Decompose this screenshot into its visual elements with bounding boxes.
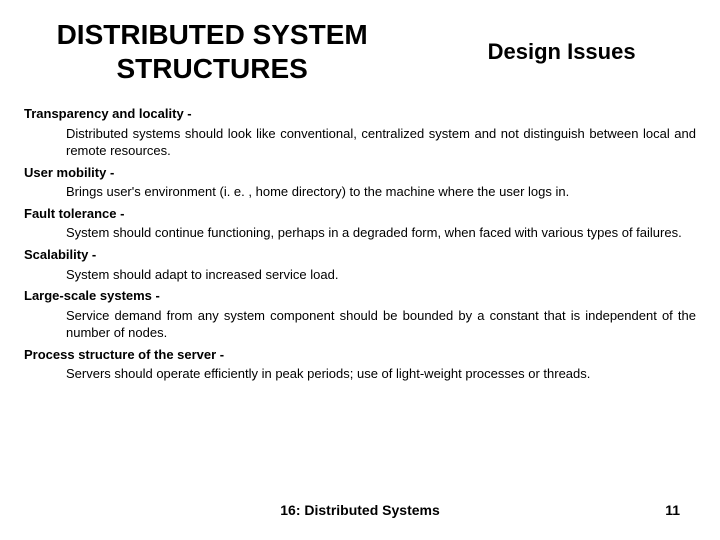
term-transparency: Transparency and locality - xyxy=(24,105,696,123)
term-large-scale: Large-scale systems - xyxy=(24,287,696,305)
desc-large-scale: Service demand from any system component… xyxy=(66,307,696,342)
footer-chapter: 16: Distributed Systems xyxy=(280,502,440,518)
footer: 16: Distributed Systems 11 xyxy=(0,502,720,518)
term-scalability: Scalability - xyxy=(24,246,696,264)
desc-process-structure: Servers should operate efficiently in pe… xyxy=(66,365,696,383)
desc-scalability: System should adapt to increased service… xyxy=(66,266,696,284)
term-process-structure: Process structure of the server - xyxy=(24,346,696,364)
subtitle: Design Issues xyxy=(427,39,696,65)
desc-fault-tolerance: System should continue functioning, perh… xyxy=(66,224,696,242)
term-fault-tolerance: Fault tolerance - xyxy=(24,205,696,223)
term-user-mobility: User mobility - xyxy=(24,164,696,182)
desc-transparency: Distributed systems should look like con… xyxy=(66,125,696,160)
main-title: DISTRIBUTED SYSTEM STRUCTURES xyxy=(24,18,400,85)
body-content: Transparency and locality - Distributed … xyxy=(24,105,696,383)
desc-user-mobility: Brings user's environment (i. e. , home … xyxy=(66,183,696,201)
header: DISTRIBUTED SYSTEM STRUCTURES Design Iss… xyxy=(24,18,696,85)
page-number: 11 xyxy=(665,502,680,518)
slide: DISTRIBUTED SYSTEM STRUCTURES Design Iss… xyxy=(0,0,720,540)
